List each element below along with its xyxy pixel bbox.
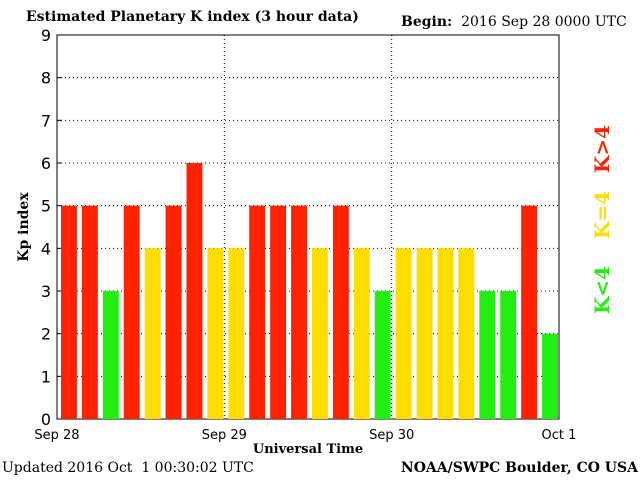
kp-bar: [81, 205, 98, 419]
kp-bar: [332, 205, 349, 419]
kp-bar: [458, 248, 475, 419]
kp-bar: [61, 205, 77, 419]
kp-bar: [479, 291, 496, 419]
y-tick-label: 9: [41, 26, 51, 45]
begin-time: Begin: 2016 Sep 28 0000 UTC: [401, 14, 627, 30]
plot-frame: [56, 34, 560, 420]
kp-bar: [500, 291, 517, 419]
kp-bar: [228, 248, 245, 419]
x-tick-label: Sep 28: [34, 428, 79, 443]
kp-bar: [102, 291, 119, 419]
begin-label: Begin:: [401, 14, 453, 30]
begin-value: 2016 Sep 28 0000 UTC: [461, 14, 627, 30]
kp-bar: [521, 205, 538, 419]
kp-bar: [249, 205, 266, 419]
x-tick-label: Sep 29: [202, 428, 247, 443]
x-tick-label: Oct 1: [542, 428, 577, 443]
y-tick-label: 7: [41, 111, 51, 130]
updated-timestamp: Updated 2016 Oct 1 00:30:02 UTC: [2, 460, 254, 476]
legend-low: K<4: [590, 265, 614, 315]
kp-bar: [144, 248, 161, 419]
y-tick-label: 5: [41, 197, 51, 216]
y-tick-label: 2: [41, 325, 51, 344]
y-axis-label: Kp index: [16, 192, 32, 262]
x-tick-label: Sep 30: [369, 428, 414, 443]
kp-bar: [291, 205, 307, 419]
kp-bar: [270, 205, 287, 419]
y-tick-label: 0: [41, 410, 51, 429]
y-tick-label: 3: [41, 282, 51, 301]
credit: NOAA/SWPC Boulder, CO USA: [400, 460, 638, 476]
kp-bar: [123, 205, 140, 419]
kp-bar: [542, 333, 558, 419]
kp-bar: [165, 205, 182, 419]
kp-bar: [207, 248, 224, 419]
y-tick-label: 4: [41, 239, 51, 258]
chart-title: Estimated Planetary K index (3 hour data…: [26, 9, 359, 25]
kp-bar: [186, 163, 203, 419]
x-axis-label: Universal Time: [253, 442, 363, 457]
y-tick-label: 6: [41, 154, 51, 173]
kp-bar: [374, 291, 391, 419]
kp-bar: [353, 248, 370, 419]
legend-equal: K=4: [590, 190, 614, 240]
y-tick-label: 1: [41, 367, 51, 386]
y-tick-label: 8: [41, 69, 51, 88]
kp-bar: [416, 248, 433, 419]
kp-bar: [395, 248, 412, 419]
kp-bar: [312, 248, 328, 419]
kp-bar: [437, 248, 454, 419]
